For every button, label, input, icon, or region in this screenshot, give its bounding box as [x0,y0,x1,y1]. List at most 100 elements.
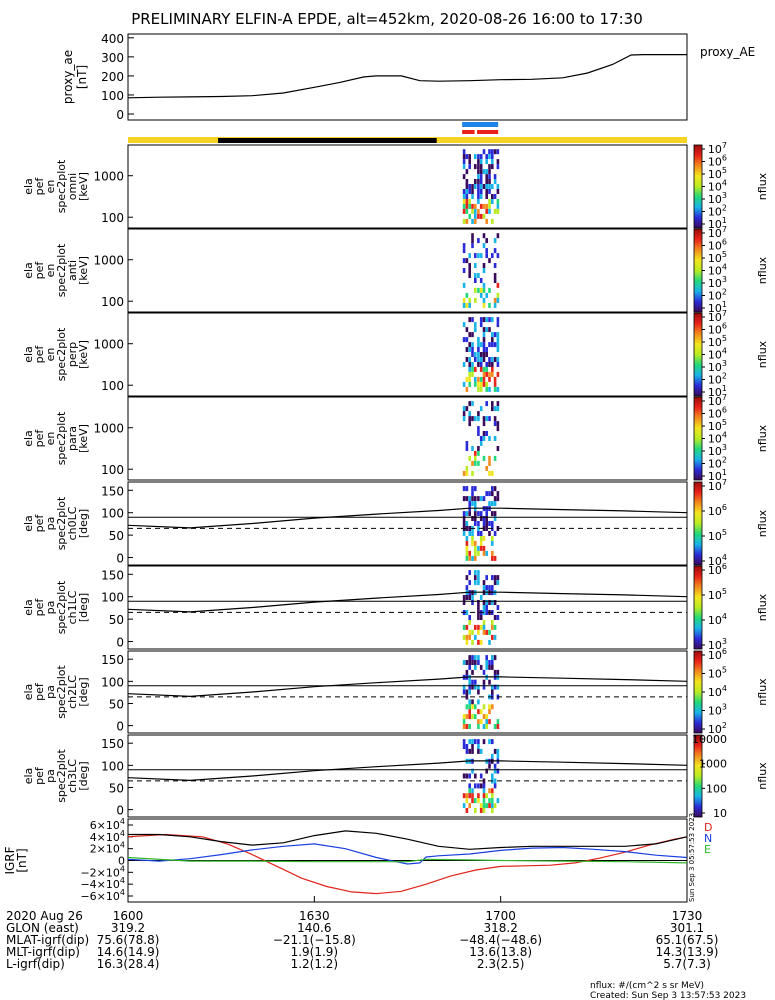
flux-pixel [468,213,471,219]
flux-pixel [482,357,486,362]
flux-pixel [493,386,497,392]
flux-pixel [462,243,466,249]
flux-pixel [474,184,477,189]
flux-pixel [488,199,491,204]
flux-pixel [471,531,474,536]
flux-pixel [479,624,483,630]
flux-pixel [477,744,480,749]
flux-pixel [496,332,500,338]
flux-pixel [485,248,488,254]
spectrogram-ylabel-line: [deg] [77,677,90,706]
flux-pixel [477,615,480,620]
status-bar-black [218,138,437,143]
flux-pixel [493,406,497,412]
colorbar-tick-label: 102 [708,372,727,387]
flux-pixel [462,194,466,199]
flux-pixel [465,327,469,333]
flux-pixel [482,580,486,586]
flux-pixel [482,317,486,323]
footer-value: 1600 [113,909,144,923]
spectrogram-ylabel-line: [keV] [77,340,90,369]
colorbar-label-text: nflux [756,424,769,452]
flux-pixel [479,366,483,372]
colorbar-label-text: nflux [756,593,769,621]
side-timestamp: Sun Sep 3 05:57:53 2023 [688,813,696,902]
flux-pixel [474,704,477,710]
flux-pixel [477,748,480,754]
flux-pixel [462,486,466,492]
flux-pixel [479,511,483,517]
flux-pixel [482,381,486,387]
flux-pixel [479,664,483,670]
footer-value: 319.2 [111,921,145,935]
colorbar-tick-label: 106 [708,562,727,577]
spectrogram-ytick-label: 50 [109,697,124,711]
flux-pixel [488,189,491,194]
flux-pixel [496,159,500,165]
flux-pixel [465,634,469,640]
flux-pixel [471,189,474,194]
colorbar-label: nflux [756,762,769,790]
flux-pixel [496,347,500,352]
flux-pixel [474,263,477,268]
science-zone-red-1 [462,130,475,134]
igrf-legend-E: E [704,843,711,856]
flux-pixel [491,342,494,348]
flux-pixel [493,302,497,308]
flux-pixel [471,208,474,214]
flux-pixel [465,704,469,710]
flux-pixel [477,347,480,352]
spectrogram-ylabel-line: spec2plot [55,580,68,634]
flux-pixel [477,426,480,432]
igrf-ytick-label: −2×104 [80,864,125,879]
flux-pixel [491,739,494,745]
spectrogram-ylabel-line: en [44,432,57,446]
flux-pixel [491,575,494,581]
flux-pixel [462,595,466,600]
flux-pixel [474,213,477,219]
flux-pixel [482,545,486,551]
flux-pixel [471,739,474,745]
flux-pixel [488,149,491,155]
flux-pixel [493,248,497,254]
flux-pixel [462,689,466,695]
spectrogram-ylabel-line: spec2plot [55,243,68,297]
flux-pixel [493,783,497,789]
flux-pixel [479,174,483,180]
flux-pixel [468,203,471,209]
flux-pixel [485,292,488,298]
flux-pixel [488,739,491,745]
flux-pixel [479,709,483,715]
flux-pixel [471,595,474,600]
flux-pixel [493,278,497,283]
colorbar-tick-label: 105 [708,666,727,681]
flux-pixel [465,555,469,561]
proxy-ae-legend: proxy_AE [700,45,755,59]
flux-pixel [465,689,469,695]
flux-pixel [491,366,494,372]
flux-pixel [471,486,474,492]
flux-pixel [479,184,483,189]
footer-value: 318.2 [483,921,517,935]
igrf-ytick-label: 2×104 [90,841,125,856]
flux-pixel [479,352,483,357]
flux-pixel [471,744,474,749]
proxy-ae-line [127,54,687,99]
flux-pixel [482,416,486,422]
colorbar-label: nflux [756,678,769,706]
flux-pixel [496,669,500,675]
flux-pixel [468,531,471,536]
colorbar-tick-label: 105 [708,166,727,181]
flux-pixel [462,511,466,517]
flux-pixel [477,342,480,348]
flux-pixel [493,149,497,155]
science-zone-red-2 [477,130,499,134]
flux-pixel [471,496,474,502]
flux-pixel [485,371,488,377]
flux-pixel [479,595,483,600]
flux-pixel [485,491,488,497]
flux-pixel [482,669,486,675]
